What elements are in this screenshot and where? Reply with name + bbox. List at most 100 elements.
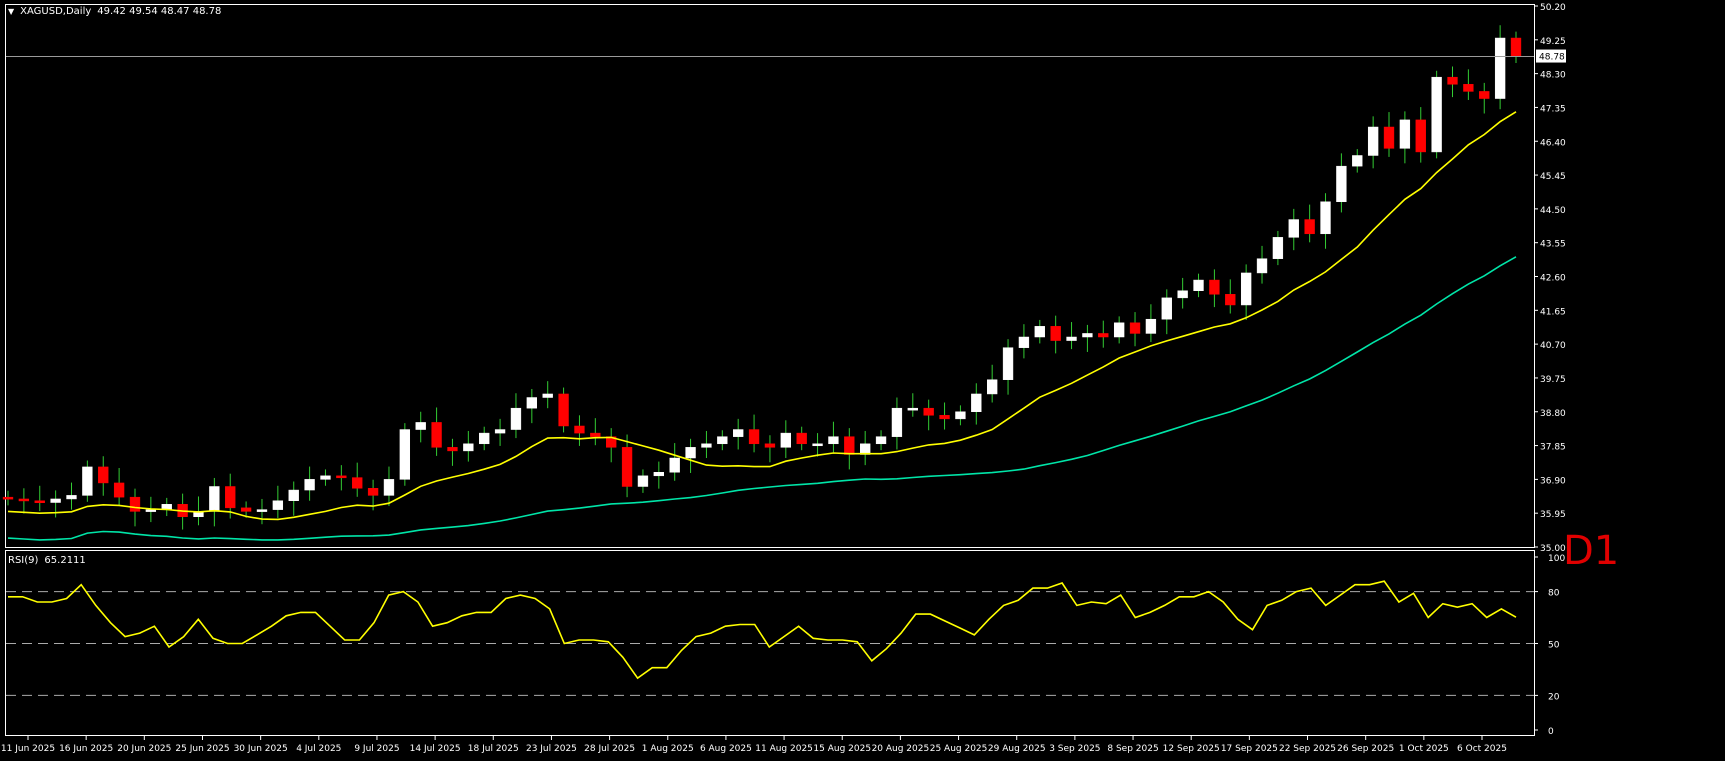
candle — [1463, 84, 1474, 92]
x-axis-label: 17 Sep 2025 — [1221, 744, 1278, 754]
price-axis-label: 46.40 — [1540, 138, 1566, 148]
rsi-line — [8, 580, 1517, 680]
candle — [494, 429, 506, 434]
candle — [526, 397, 538, 409]
candle — [637, 475, 649, 487]
x-axis-label: 11 Aug 2025 — [755, 744, 813, 754]
candle — [1399, 119, 1411, 149]
x-axis-label: 8 Sep 2025 — [1107, 744, 1158, 754]
candle — [701, 443, 712, 448]
dropdown-triangle-icon[interactable]: ▼ — [8, 7, 15, 16]
candle — [621, 447, 633, 487]
candle — [1129, 322, 1141, 334]
candle — [1367, 126, 1379, 156]
rsi-label: RSI(9) — [8, 555, 39, 566]
candle — [1320, 201, 1331, 235]
chart-header: ▼ XAGUSD,Daily 49.42 49.54 48.47 48.78 — [8, 6, 221, 17]
candle — [225, 486, 236, 509]
symbol-label: XAGUSD,Daily — [20, 6, 92, 17]
price-axis-label: 44.50 — [1540, 206, 1566, 216]
rsi-value: 65.2111 — [44, 555, 86, 566]
candle — [685, 447, 696, 459]
candle — [542, 393, 553, 398]
candle — [1352, 155, 1363, 167]
price-axis-label: 48.30 — [1540, 71, 1566, 81]
candle — [304, 479, 315, 491]
x-axis-label: 6 Oct 2025 — [1457, 744, 1507, 754]
last-price-box — [1536, 49, 1566, 63]
candle — [479, 432, 490, 445]
candle — [780, 432, 791, 448]
price-axis-label: 50.20 — [1540, 3, 1566, 13]
candle — [98, 466, 109, 484]
ohlc-readout: 49.42 49.54 48.47 48.78 — [97, 6, 222, 17]
candle — [1240, 272, 1252, 306]
price-axis-label: 45.45 — [1540, 172, 1566, 182]
candle — [939, 415, 950, 420]
rsi-axis-label: 0 — [1548, 727, 1554, 737]
candle — [320, 475, 331, 480]
candle — [463, 443, 474, 452]
candle — [129, 496, 141, 512]
candle — [574, 425, 585, 434]
candle — [1415, 119, 1426, 153]
x-axis-label: 25 Jun 2025 — [175, 744, 229, 754]
candle — [1336, 165, 1347, 203]
x-axis-label: 6 Aug 2025 — [700, 744, 752, 754]
candle — [367, 488, 379, 496]
price-axis-label: 42.60 — [1540, 274, 1566, 284]
candle — [1479, 91, 1490, 99]
candle — [1066, 336, 1077, 341]
price-axis-label: 40.70 — [1540, 341, 1566, 351]
rsi-axis-label: 50 — [1548, 641, 1560, 651]
candle — [669, 457, 680, 473]
candle — [1098, 333, 1109, 338]
price-axis-label: 35.95 — [1540, 510, 1566, 520]
x-axis-label: 30 Jun 2025 — [234, 744, 288, 754]
rsi-header: RSI(9) 65.2111 — [8, 555, 86, 566]
candle — [1034, 326, 1045, 338]
last-price-label: 48.78 — [1539, 53, 1565, 63]
x-axis-label: 11 Jun 2025 — [1, 744, 55, 754]
x-axis-label: 1 Oct 2025 — [1399, 744, 1449, 754]
x-axis-label: 4 Jul 2025 — [296, 744, 341, 754]
candle — [653, 472, 664, 477]
candle — [1177, 290, 1188, 299]
price-axis-label: 37.85 — [1540, 443, 1566, 453]
ma-fast-line — [7, 111, 1517, 521]
price-axis-label: 41.65 — [1540, 307, 1566, 317]
candle — [971, 393, 982, 413]
candle — [1209, 279, 1220, 295]
price-axis-label: 39.75 — [1540, 375, 1566, 385]
candle — [907, 407, 918, 411]
candle — [1225, 294, 1236, 306]
ma-slow-line — [7, 256, 1517, 541]
candle — [82, 466, 93, 496]
candle — [1113, 322, 1125, 338]
candle — [828, 436, 839, 445]
x-axis-label: 20 Aug 2025 — [872, 744, 930, 754]
x-axis-label: 16 Jun 2025 — [59, 744, 113, 754]
candle — [352, 477, 363, 489]
candle — [383, 479, 395, 496]
candle — [1288, 219, 1299, 238]
candle — [923, 407, 934, 416]
candle — [240, 507, 252, 512]
x-axis-label: 1 Aug 2025 — [642, 744, 694, 754]
candle — [764, 443, 776, 448]
price-axis-label: 36.90 — [1540, 476, 1566, 486]
candle — [145, 509, 157, 512]
candle — [288, 489, 299, 501]
candle — [272, 500, 284, 510]
candle — [1050, 326, 1061, 341]
candle — [717, 436, 728, 445]
candle — [1494, 37, 1506, 99]
price-axis-label: 43.55 — [1540, 240, 1566, 250]
x-axis-label: 15 Aug 2025 — [813, 744, 871, 754]
candle — [34, 500, 45, 503]
candle — [256, 509, 268, 512]
candle — [447, 447, 458, 452]
candle — [733, 429, 744, 437]
candle — [1193, 279, 1204, 291]
